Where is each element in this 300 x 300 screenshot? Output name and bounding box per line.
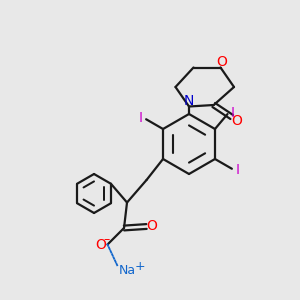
Text: O: O — [95, 238, 106, 252]
Text: –: – — [103, 233, 109, 247]
Text: +: + — [134, 260, 145, 273]
Text: I: I — [231, 106, 235, 120]
Text: O: O — [231, 114, 242, 128]
Text: O: O — [217, 56, 227, 69]
Text: I: I — [235, 163, 239, 177]
Text: I: I — [139, 111, 143, 125]
Text: N: N — [184, 94, 194, 108]
Text: O: O — [146, 219, 158, 233]
Text: Na: Na — [118, 263, 136, 277]
